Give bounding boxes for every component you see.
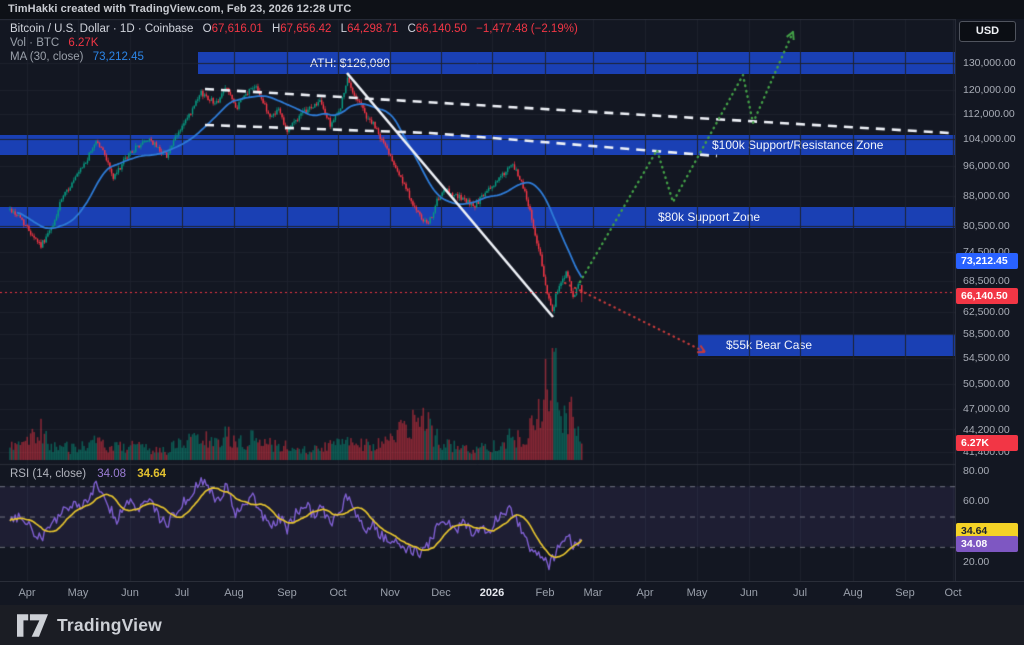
price-axis-tick: 104,000.00 (963, 132, 1016, 145)
rsi-ma-value: 34.64 (137, 468, 167, 480)
last-price-axis-label: 66,140.50 (956, 287, 1018, 304)
change-value: −1,477.48 (−2.19%) (476, 23, 578, 35)
high-value: 67,656.42 (280, 23, 332, 35)
time-axis-label: Jun (740, 587, 758, 599)
time-axis-label: Jul (792, 587, 808, 599)
low-key: L (340, 23, 348, 35)
time-axis-label: Oct (944, 587, 962, 599)
time-axis-label: Jun (121, 587, 139, 599)
rsi-axis-tick: 60.00 (963, 495, 990, 508)
price-axis-tick: 50,500.00 (963, 378, 1010, 391)
low-value: 64,298.71 (347, 23, 399, 35)
price-axis-tick: 54,500.00 (963, 352, 1010, 365)
price-axis-tick: 62,500.00 (963, 305, 1010, 318)
tradingview-brand[interactable]: TradingView (17, 614, 162, 637)
symbol-title: Bitcoin / U.S. Dollar · 1D · Coinbase (10, 23, 194, 35)
chart-legend: Bitcoin / U.S. Dollar · 1D · Coinbase O6… (10, 23, 578, 65)
time-axis-label: May (67, 587, 89, 599)
footer-bar: TradingView (0, 605, 1024, 645)
time-axis-label: Sep (895, 587, 915, 599)
time-axis-label: Feb (535, 587, 555, 599)
time-axis-label: Mar (583, 587, 603, 599)
time-axis-label: Aug (843, 587, 863, 599)
volume-axis-label: 6.27K (956, 435, 1018, 451)
time-axis-label: Aug (224, 587, 244, 599)
rsi-axis-tick: 80.00 (963, 465, 990, 477)
ma-price-axis-label: 73,212.45 (956, 253, 1018, 269)
time-axis-label: Sep (277, 587, 297, 599)
price-axis-tick: 80,500.00 (963, 219, 1010, 232)
open-value: 67,616.01 (211, 23, 263, 35)
symbol-legend-row[interactable]: Bitcoin / U.S. Dollar · 1D · Coinbase O6… (10, 23, 578, 36)
close-value: 66,140.50 (415, 23, 467, 35)
ma-value: 73,212.45 (92, 51, 144, 63)
price-axis-tick: 88,000.00 (963, 189, 1010, 202)
volume-label: Vol · BTC (10, 37, 60, 49)
time-scale[interactable]: Apr May Jun Jul Aug Sep Oct Nov Dec 2026 Feb Mar Apr… (0, 581, 1024, 606)
price-axis-tick: 96,000.00 (963, 160, 1010, 172)
tradingview-logo-icon (17, 614, 48, 637)
time-axis-label: Dec (431, 587, 451, 599)
tradingview-wordmark: TradingView (57, 615, 162, 635)
currency-toggle-button[interactable]: USD (959, 21, 1016, 42)
price-axis-tick: 120,000.00 (963, 84, 1016, 97)
price-axis-tick: 58,500.00 (963, 328, 1010, 341)
time-axis-label: Nov (380, 587, 400, 599)
price-axis-tick: 44,200.00 (963, 423, 1010, 436)
close-key: C (407, 23, 416, 35)
time-axis-label: Apr (18, 587, 36, 599)
rsi-axis-label: 34.08 (956, 535, 1018, 552)
ma-label: MA (30, close) (10, 51, 84, 63)
time-axis-label: Apr (636, 587, 654, 599)
rsi-legend-row[interactable]: RSI (14, close) 34.08 34.64 (10, 468, 166, 480)
time-axis-label: Oct (329, 587, 347, 599)
time-axis-label: Jul (174, 587, 190, 599)
price-axis-tick: 68,500.00 (963, 274, 1010, 287)
rsi-axis-tick: 20.00 (963, 556, 990, 568)
price-axis-tick: 112,000.00 (963, 107, 1015, 120)
rsi-value: 34.08 (97, 468, 127, 480)
volume-legend-row[interactable]: Vol · BTC 6.27K (10, 37, 578, 50)
high-key: H (271, 23, 281, 35)
rsi-label: RSI (14, close) (10, 468, 87, 480)
open-key: O (202, 23, 212, 35)
time-axis-label: 2026 (479, 587, 505, 599)
price-axis-tick: 130,000.00 (963, 57, 1016, 69)
time-axis-label: May (686, 587, 708, 599)
volume-value: 6.27K (68, 37, 99, 49)
price-axis-tick: 47,000.00 (963, 402, 1010, 415)
rsi-ma-axis-label: 34.64 (956, 522, 1018, 539)
ma-legend-row[interactable]: MA (30, close) 73,212.45 (10, 51, 578, 64)
